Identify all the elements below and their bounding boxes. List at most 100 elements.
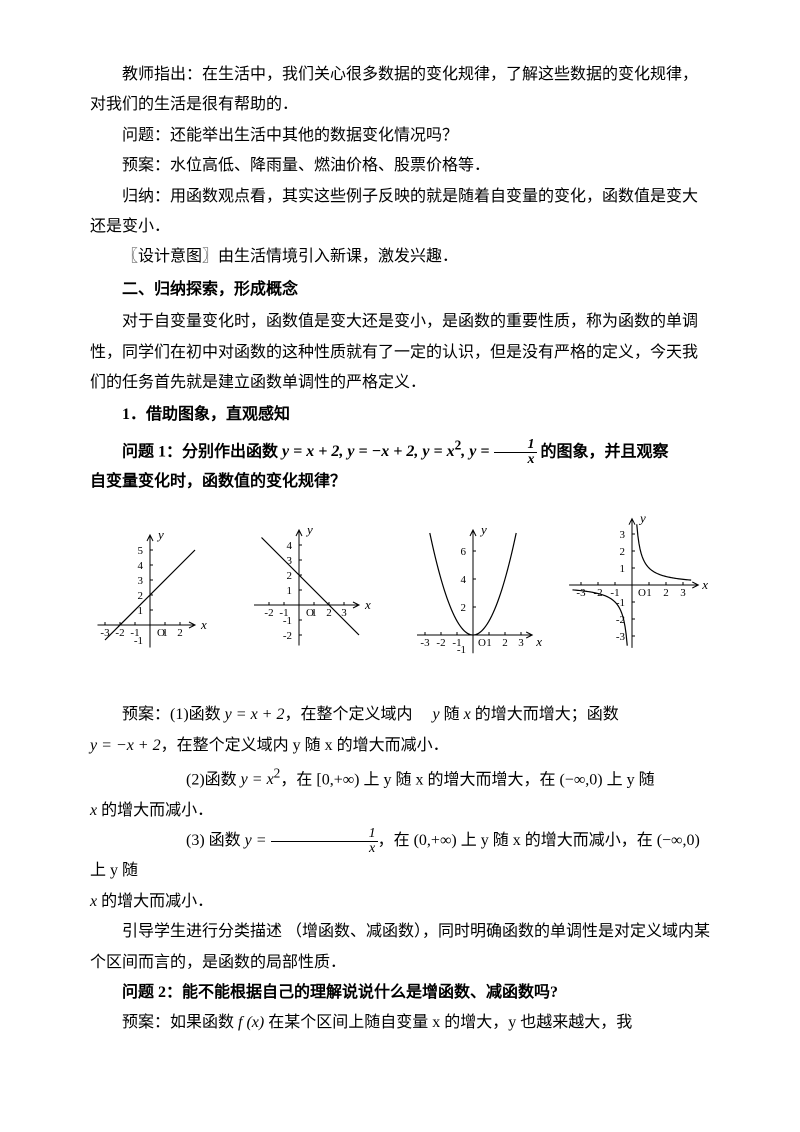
svg-text:1: 1 xyxy=(486,637,492,649)
fraction: 1x xyxy=(494,438,537,467)
svg-text:-1: -1 xyxy=(283,615,292,627)
equation: y = x2 xyxy=(241,771,281,788)
svg-text:2: 2 xyxy=(138,590,144,602)
paragraph: 问题：还能举出生活中其他的数据变化情况吗？ xyxy=(90,121,710,151)
denominator: x xyxy=(271,842,378,856)
text: 随 xyxy=(440,706,464,723)
equation: y = x + 2 xyxy=(225,706,285,723)
text: ，在整个定义域内 xyxy=(284,706,412,723)
interval: (0,+∞) xyxy=(414,832,457,849)
answer-3-line2: x 的增大而减小． xyxy=(90,887,710,917)
svg-text:O: O xyxy=(478,637,486,649)
paragraph: 预案：如果函数 f (x) 在某个区间上随自变量 x 的增大，y 也越来越大，我 xyxy=(90,1008,710,1038)
svg-text:-3: -3 xyxy=(420,637,430,649)
text: 预案：如果函数 xyxy=(122,1014,238,1031)
svg-text:-2: -2 xyxy=(264,607,273,619)
paragraph: 归纳：用函数观点看，其实这些例子反映的就是随着自变量的变化，函数值是变大还是变小… xyxy=(90,182,710,243)
q1-suffix: 的图象，并且观察 xyxy=(537,443,669,460)
svg-text:2: 2 xyxy=(663,587,669,599)
svg-text:2: 2 xyxy=(287,570,293,582)
interval: (−∞,0) xyxy=(559,771,602,788)
text: 的增大而减小． xyxy=(97,893,213,910)
text: 上 y 随 xyxy=(90,862,138,879)
numerator: 1 xyxy=(494,438,537,453)
text: 的增大而减小． xyxy=(97,802,213,819)
chart-line-increasing: -3-2-11212345-1xyO xyxy=(90,510,240,660)
svg-text:-3: -3 xyxy=(616,631,626,643)
eq-tail: , y = xyxy=(461,443,493,460)
svg-text:-1: -1 xyxy=(616,597,625,609)
equation: y = −x + 2 xyxy=(90,737,161,754)
text: (2)函数 xyxy=(186,771,241,788)
svg-text:3: 3 xyxy=(518,637,524,649)
svg-text:4: 4 xyxy=(138,560,144,572)
question-1: 问题 1：分别作出函数 y = x + 2, y = −x + 2, y = x… xyxy=(90,433,710,468)
svg-text:O: O xyxy=(638,587,646,599)
equation: y = 1x xyxy=(245,832,378,849)
svg-text:3: 3 xyxy=(138,575,144,587)
question-2: 问题 2：能不能根据自己的理解说说什么是增函数、减函数吗? xyxy=(90,978,710,1008)
svg-text:1: 1 xyxy=(287,585,293,597)
paragraph: 教师指出：在生活中，我们关心很多数据的变化规律，了解这些数据的变化规律，对我们的… xyxy=(90,60,710,121)
text: x xyxy=(464,706,471,723)
paragraph: 〖设计意图〗由生活情境引入新课，激发兴趣． xyxy=(90,242,710,272)
svg-text:y: y xyxy=(479,522,487,537)
svg-text:1: 1 xyxy=(646,587,652,599)
chart-line-decreasing: -2-11231234-1-2xyO xyxy=(244,510,394,660)
text: ，在 xyxy=(280,771,316,788)
text: 上 y 随 xyxy=(603,771,655,788)
svg-text:2: 2 xyxy=(177,627,183,639)
svg-text:-1: -1 xyxy=(134,635,143,647)
text: 上 y 随 x 的增大而增大，在 xyxy=(359,771,559,788)
answer-1: 预案：(1)函数 y = x + 2，在整个定义域内 y 随 x 的增大而增大；… xyxy=(90,700,710,730)
equation: y = x + 2, y = −x + 2, y = x2, y = 1x xyxy=(282,443,536,460)
svg-text:x: x xyxy=(701,577,708,592)
svg-text:-2: -2 xyxy=(283,630,292,642)
q1-prefix: 问题 1：分别作出函数 xyxy=(122,443,282,460)
chart-hyperbola: -3-2-1123123-1-2-3xyO xyxy=(552,510,712,660)
svg-text:y: y xyxy=(156,527,164,542)
svg-text:4: 4 xyxy=(461,574,467,586)
charts-row: -3-2-11212345-1xyO -2-11231234-1-2xyO -3… xyxy=(90,510,710,660)
svg-text:x: x xyxy=(364,597,371,612)
svg-text:1: 1 xyxy=(620,563,626,575)
answer-1-line2: y = −x + 2，在整个定义域内 y 随 x 的增大而减小． xyxy=(90,731,710,761)
svg-text:O: O xyxy=(306,607,314,619)
equation: f (x) xyxy=(238,1014,264,1031)
svg-text:x: x xyxy=(200,617,207,632)
svg-text:2: 2 xyxy=(502,637,508,649)
svg-text:-2: -2 xyxy=(436,637,445,649)
text: y xyxy=(432,706,439,723)
svg-text:2: 2 xyxy=(620,546,626,558)
svg-text:3: 3 xyxy=(680,587,686,599)
answer-3: (3) 函数 y = 1x，在 (0,+∞) 上 y 随 x 的增大而减小，在 … xyxy=(90,826,710,887)
svg-text:4: 4 xyxy=(287,540,293,552)
svg-text:x: x xyxy=(535,634,542,649)
svg-text:6: 6 xyxy=(461,546,467,558)
svg-text:2: 2 xyxy=(461,602,467,614)
svg-text:3: 3 xyxy=(620,529,626,541)
paragraph: 引导学生进行分类描述 （增函数、减函数），同时明确函数的单调性是对定义域内某个区… xyxy=(90,917,710,978)
text: 预案：(1)函数 xyxy=(122,706,225,723)
text: 上 y 随 x 的增大而减小，在 xyxy=(457,832,657,849)
paragraph: 对于自变量变化时，函数值是变大还是变小，是函数的重要性质，称为函数的单调性，同学… xyxy=(90,307,710,398)
paragraph: 预案：水位高低、降雨量、燃油价格、股票价格等． xyxy=(90,151,710,181)
text: (3) 函数 xyxy=(186,832,245,849)
question-1-line2: 自变量变化时，函数值的变化规律？ xyxy=(90,467,710,497)
svg-text:O: O xyxy=(157,627,165,639)
svg-text:y: y xyxy=(305,522,313,537)
svg-text:5: 5 xyxy=(138,545,144,557)
interval: [0,+∞) xyxy=(316,771,359,788)
subsection-heading: 1．借助图象，直观感知 xyxy=(90,400,710,430)
svg-text:2: 2 xyxy=(326,607,332,619)
svg-text:3: 3 xyxy=(341,607,347,619)
numerator: 1 xyxy=(271,827,378,842)
answer-2: (2)函数 y = x2，在 [0,+∞) 上 y 随 x 的增大而增大，在 (… xyxy=(90,761,710,796)
text: ，在 xyxy=(378,832,414,849)
section-heading: 二、归纳探索，形成概念 xyxy=(90,275,710,305)
answer-2-line2: x 的增大而减小． xyxy=(90,796,710,826)
svg-text:-1: -1 xyxy=(457,644,466,656)
svg-text:y: y xyxy=(638,510,646,525)
text: 的增大而增大；函数 xyxy=(471,706,619,723)
svg-text:-3: -3 xyxy=(576,587,586,599)
